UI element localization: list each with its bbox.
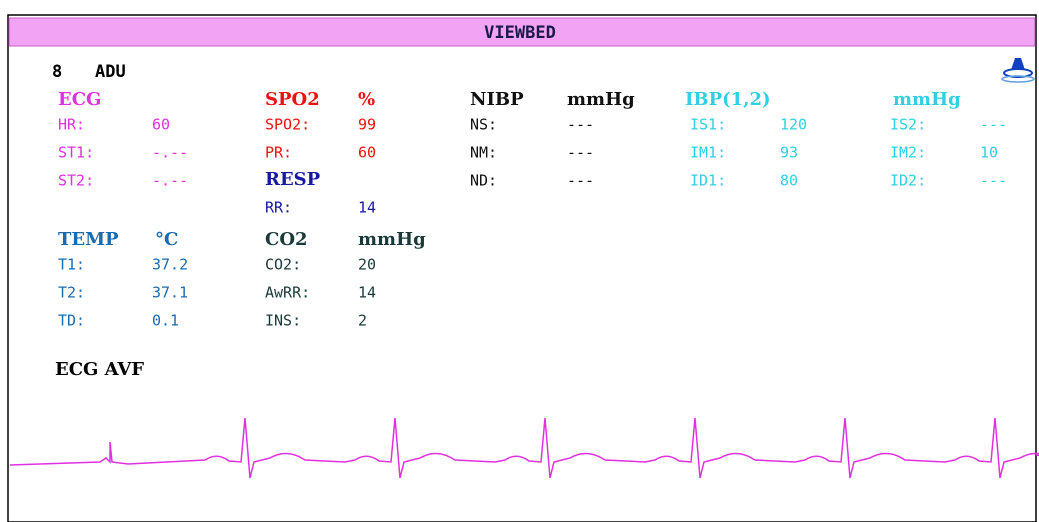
row-label: CO2: <box>265 256 301 274</box>
panel-unit: % <box>358 89 375 110</box>
panel-title: SPO2 <box>265 89 320 110</box>
row-value: 20 <box>358 256 376 274</box>
row-value: 60 <box>358 144 376 162</box>
row-value: 37.1 <box>152 284 188 302</box>
row-label: ST2: <box>58 172 94 190</box>
row-value: 2 <box>358 312 367 330</box>
panel-unit: mmHg <box>893 89 961 110</box>
row-value: 93 <box>780 144 798 162</box>
row-label: RR: <box>265 199 292 217</box>
row-label: ST1: <box>58 144 94 162</box>
row-value: --- <box>980 172 1007 190</box>
row-label: IS2: <box>890 116 926 134</box>
row-label: ND: <box>470 172 497 190</box>
row-value: 60 <box>152 116 170 134</box>
row-label: IS1: <box>690 116 726 134</box>
row-value: -.-- <box>152 172 188 190</box>
row-label: NM: <box>470 144 497 162</box>
row-label: NS: <box>470 116 497 134</box>
panel-title: CO2 <box>265 229 308 250</box>
row-value: --- <box>567 116 594 134</box>
row-label: HR: <box>58 116 85 134</box>
row-value: --- <box>567 172 594 190</box>
row-label: TD: <box>58 312 85 330</box>
header-bar <box>8 17 1036 47</box>
row-label: T2: <box>58 284 85 302</box>
header-title: VIEWBED <box>484 23 556 43</box>
row-label: IM1: <box>690 144 726 162</box>
row-value: --- <box>980 116 1007 134</box>
row-label: IM2: <box>890 144 926 162</box>
panel-unit: °C <box>155 229 178 250</box>
row-label: PR: <box>265 144 292 162</box>
row-value: -.-- <box>152 144 188 162</box>
row-value: 37.2 <box>152 256 188 274</box>
row-value: 99 <box>358 116 376 134</box>
panel-title: NIBP <box>470 89 524 110</box>
alarm-icon <box>1001 58 1035 83</box>
panel-title: RESP <box>265 169 321 190</box>
bed-number: 8 <box>52 62 62 82</box>
row-label: T1: <box>58 256 85 274</box>
row-value: 10 <box>980 144 998 162</box>
row-value: 120 <box>780 116 807 134</box>
row-value: 0.1 <box>152 312 179 330</box>
row-label: INS: <box>265 312 301 330</box>
waveform-label: ECG AVF <box>55 359 144 380</box>
panel-unit: mmHg <box>567 89 635 110</box>
row-label: ID1: <box>690 172 726 190</box>
bed-category: ADU <box>95 62 126 82</box>
row-label: ID2: <box>890 172 926 190</box>
row-value: 14 <box>358 199 376 217</box>
panel-unit: mmHg <box>358 229 426 250</box>
row-value: 80 <box>780 172 798 190</box>
ecg-waveform <box>9 417 1039 479</box>
row-value: 14 <box>358 284 376 302</box>
row-label: AwRR: <box>265 284 310 302</box>
panel-title: TEMP <box>58 229 119 250</box>
row-label: SPO2: <box>265 116 310 134</box>
panel-title: IBP(1,2) <box>685 89 771 110</box>
panel-title: ECG <box>58 89 101 110</box>
row-value: --- <box>567 144 594 162</box>
frame <box>7 14 1037 522</box>
